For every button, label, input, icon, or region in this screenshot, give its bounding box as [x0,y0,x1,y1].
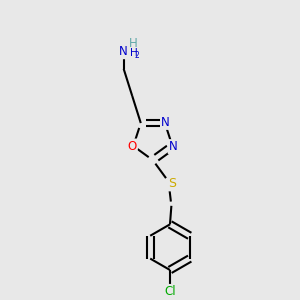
Text: 2: 2 [134,51,139,60]
Text: O: O [128,140,137,152]
Text: S: S [168,177,176,190]
Text: Cl: Cl [164,285,176,298]
Text: N: N [169,140,177,153]
Text: H: H [129,37,138,50]
Text: N: N [119,45,128,58]
Text: H: H [130,48,138,58]
Text: N: N [161,116,170,129]
